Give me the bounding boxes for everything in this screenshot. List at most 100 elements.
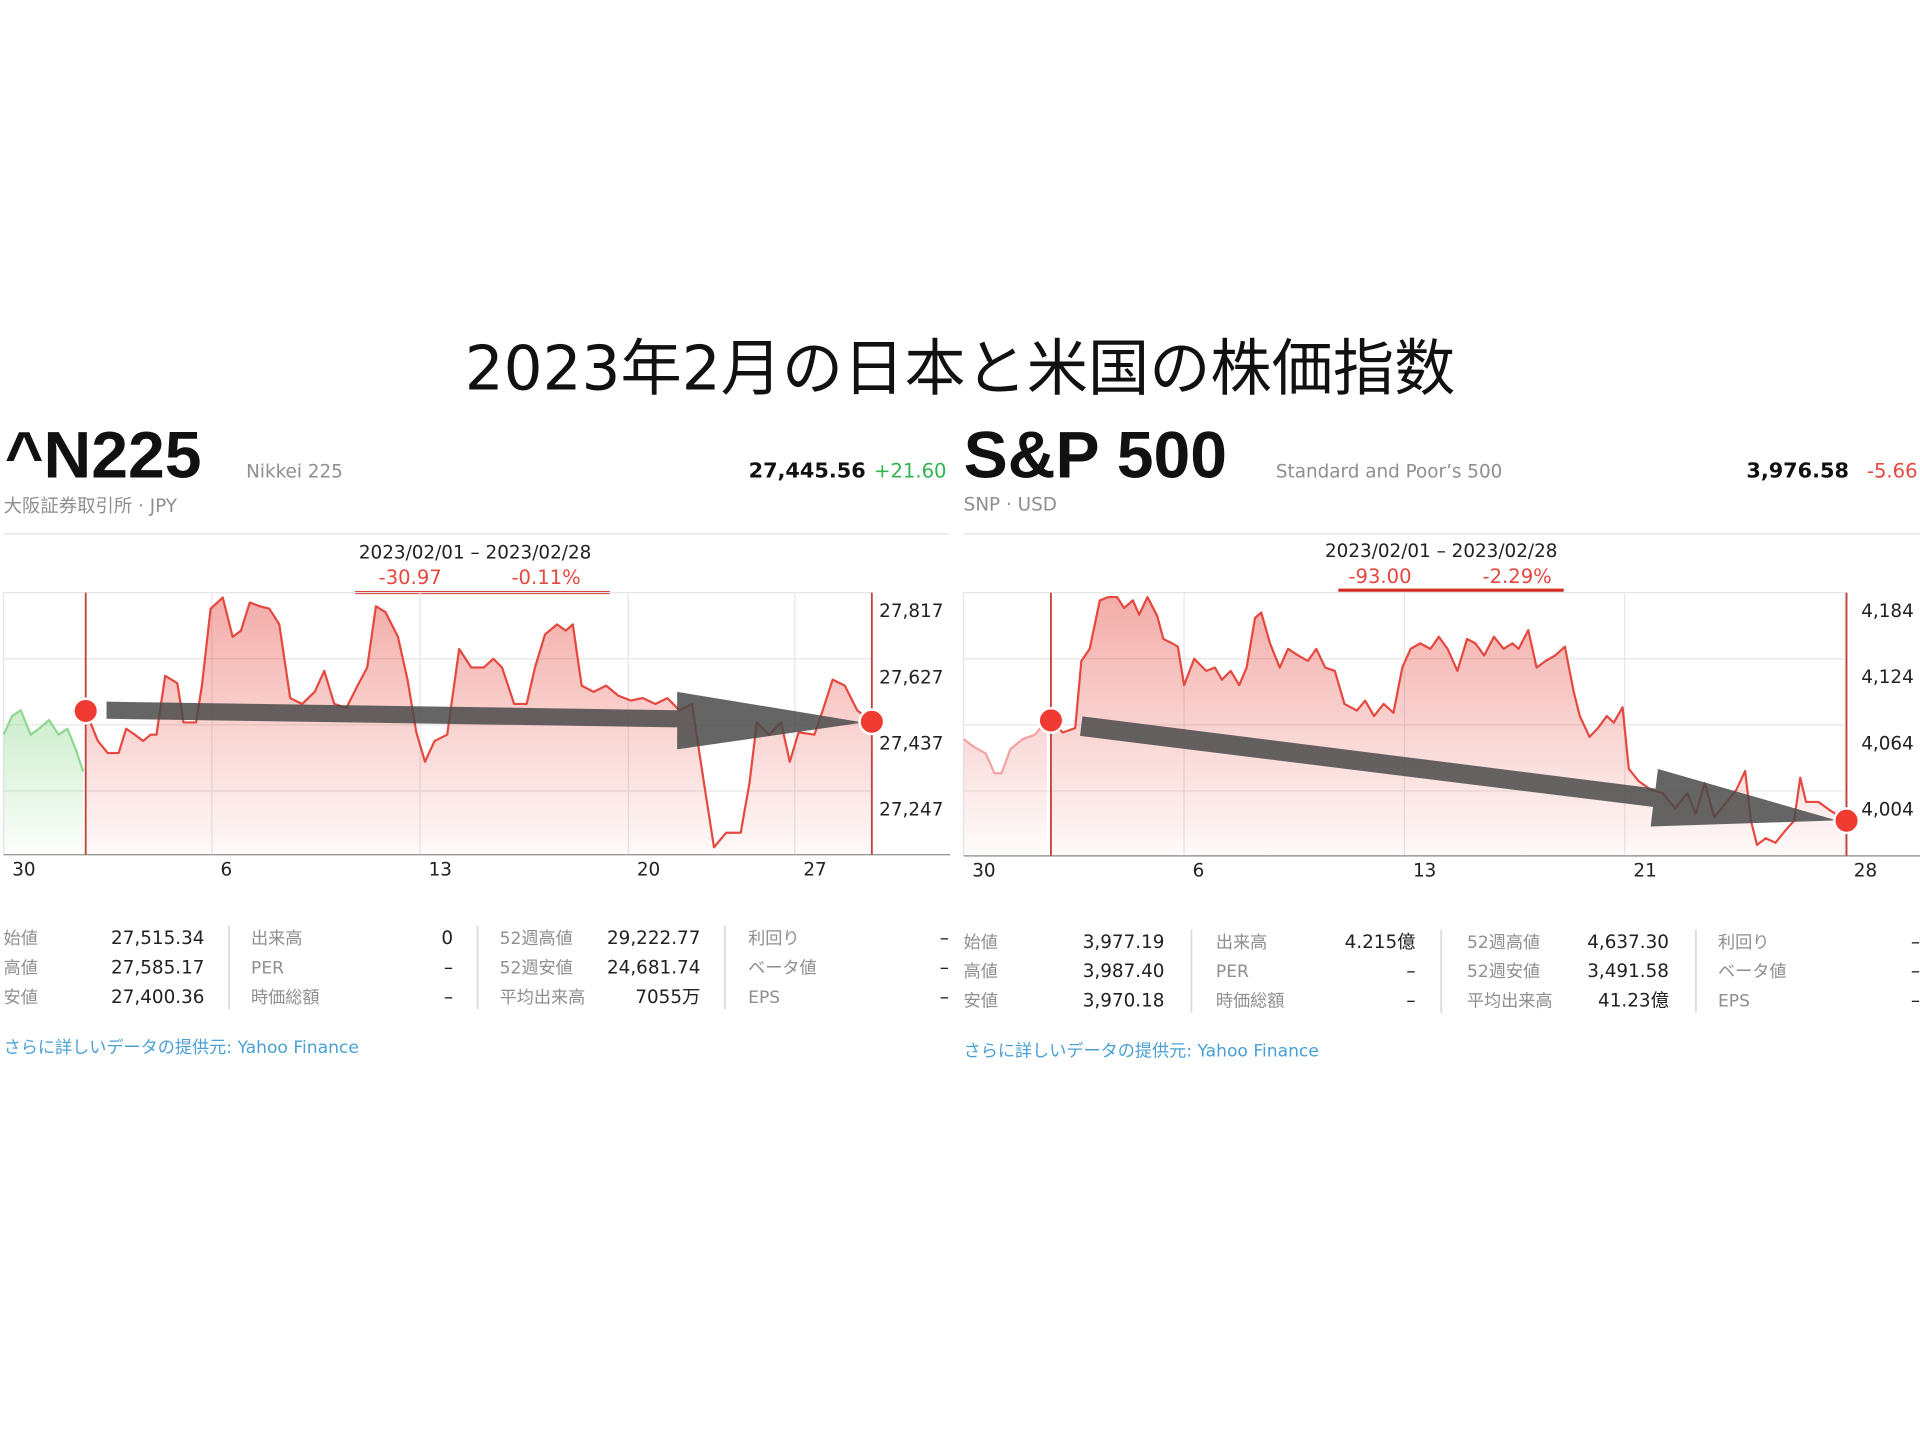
stat-label: 52週安値 [1467, 962, 1540, 982]
stat-label: 52週高値 [1467, 933, 1540, 953]
x-tick-label: 27 [803, 860, 826, 881]
stat-label: 出来高 [1216, 933, 1267, 953]
x-tick-label: 30 [12, 860, 35, 881]
stat-label: 時価総額 [1216, 992, 1285, 1012]
stat-label: 時価総額 [251, 988, 319, 1008]
price-line [963, 719, 1048, 775]
stat-value: – [940, 928, 949, 949]
y-tick-label: 27,817 [879, 601, 943, 622]
stat-value: 41.23億 [1598, 991, 1669, 1012]
stat-value: – [1911, 961, 1920, 982]
page-title: 2023年2月の日本と米国の株価指数 [465, 333, 1456, 404]
stat-value: 0 [441, 928, 453, 949]
trend-arrow [1080, 716, 1837, 827]
exchange: SNP · USD [964, 495, 1057, 516]
y-tick-label: 4,184 [1861, 601, 1914, 622]
stat-value: – [1406, 961, 1415, 982]
stat-value: 3,970.18 [1083, 991, 1165, 1012]
stat-label: 利回り [1718, 933, 1769, 953]
stat-label: 高値 [4, 958, 38, 978]
symbol: ^N225 [5, 419, 202, 493]
stat-value: – [444, 957, 453, 978]
stat-label: 始値 [4, 929, 38, 949]
stat-label: 出来高 [251, 929, 302, 949]
source-link[interactable]: さらに詳しいデータの提供元: Yahoo Finance [964, 1041, 1319, 1062]
change: -5.66 [1867, 460, 1918, 483]
price-line [2, 709, 85, 772]
x-tick-label: 30 [972, 861, 995, 882]
stat-label: PER [1216, 962, 1249, 982]
stat-value: – [444, 987, 453, 1008]
stat-label: EPS [748, 988, 780, 1008]
stat-value: – [1911, 991, 1920, 1012]
stat-value: – [940, 957, 949, 978]
endpoint-dot [1037, 706, 1065, 734]
trend-arrow [106, 691, 864, 750]
change: +21.60 [874, 460, 946, 483]
stat-value: 3,987.40 [1083, 961, 1165, 982]
x-tick-label: 13 [1413, 861, 1436, 882]
stat-value: 27,515.34 [111, 928, 204, 949]
symbol: S&P 500 [964, 419, 1227, 493]
chart: 27,817 27,627 27,437 27,247 30 6 13 20 27 [2, 592, 951, 881]
price: 3,976.58 [1746, 459, 1849, 483]
stat-value: 7055万 [635, 987, 700, 1008]
source-link[interactable]: さらに詳しいデータの提供元: Yahoo Finance [4, 1037, 359, 1058]
stat-value: 27,400.36 [111, 987, 204, 1008]
stat-value: 3,491.58 [1587, 961, 1669, 982]
x-tick-label: 21 [1633, 861, 1656, 882]
stat-label: 平均出来高 [1467, 992, 1553, 1012]
stat-label: 安値 [964, 992, 998, 1012]
stat-label: 平均出来高 [500, 988, 586, 1008]
index-name: Nikkei 225 [246, 462, 343, 483]
y-tick-label: 27,247 [879, 800, 943, 821]
endpoint-dots [72, 697, 1860, 835]
y-tick-label: 4,064 [1861, 733, 1914, 754]
area [3, 710, 84, 855]
x-tick-label: 28 [1854, 861, 1877, 882]
x-tick-label: 13 [429, 860, 452, 881]
stats-table: 始値 27,515.34 高値 27,585.17 安値 27,400.36 出来高 0 PER… [4, 925, 949, 1009]
area [85, 597, 872, 855]
stat-value: 24,681.74 [607, 957, 700, 978]
stat-label: PER [251, 958, 284, 978]
y-tick-label: 4,124 [1861, 667, 1914, 688]
endpoint-dot [858, 708, 886, 736]
range-change: -93.00 [1348, 565, 1411, 588]
endpoint-dot [72, 697, 100, 725]
price: 27,445.56 [749, 459, 866, 483]
stat-label: 安値 [4, 988, 38, 1008]
stat-value: 3,977.19 [1083, 932, 1165, 953]
x-tick-label: 6 [1193, 861, 1205, 882]
range-percent: -0.11% [511, 566, 580, 589]
stat-label: 52週高値 [500, 929, 573, 949]
y-tick-label: 27,437 [879, 733, 943, 754]
stats-table: 始値 3,977.19 高値 3,987.40 安値 3,970.18 出来高 4.215億 P… [964, 929, 1920, 1013]
date-range: 2023/02/01 – 2023/02/28 [1325, 541, 1558, 562]
endpoint-dot [1833, 807, 1860, 835]
x-tick-label: 20 [637, 860, 660, 881]
exchange: 大阪証券取引所 · JPY [4, 496, 178, 517]
stat-label: 利回り [748, 929, 799, 949]
charts: 27,817 27,627 27,437 27,247 30 6 13 20 27 4,184 4,… [2, 592, 1920, 882]
stat-value: – [1911, 932, 1920, 953]
stat-label: 高値 [964, 962, 998, 982]
stat-label: ベータ値 [748, 958, 817, 978]
range-percent: -2.29% [1483, 565, 1552, 588]
y-tick-label: 27,627 [879, 667, 943, 688]
y-tick-label: 4,004 [1861, 799, 1914, 820]
stat-label: 始値 [964, 933, 998, 953]
stat-value: – [1406, 991, 1415, 1012]
index-name: Standard and Poor’s 500 [1276, 462, 1502, 483]
stat-value: 29,222.77 [607, 928, 700, 949]
stat-value: 27,585.17 [111, 957, 204, 978]
area [963, 720, 1047, 856]
range-change: -30.97 [379, 566, 442, 589]
stat-label: 52週安値 [500, 958, 573, 978]
stat-value: – [940, 987, 949, 1008]
stat-label: EPS [1718, 992, 1750, 1012]
stat-value: 4.215億 [1345, 932, 1416, 953]
date-range: 2023/02/01 – 2023/02/28 [359, 542, 592, 563]
